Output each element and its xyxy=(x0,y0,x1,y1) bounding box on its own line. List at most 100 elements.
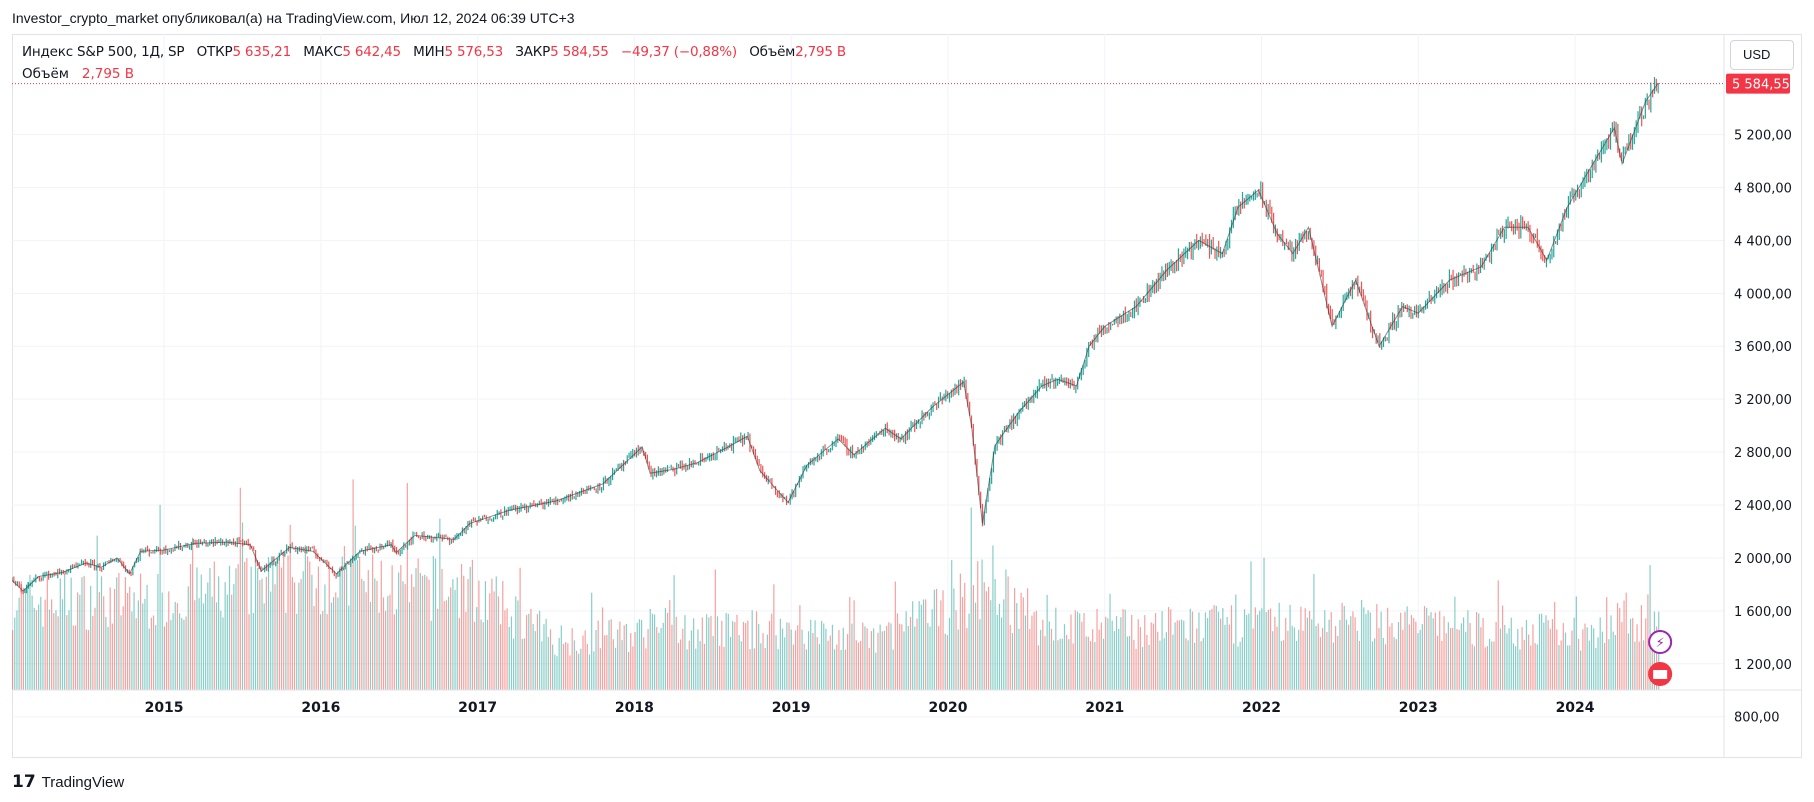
volume-bar xyxy=(1369,612,1371,690)
volume-bar xyxy=(1536,644,1538,690)
x-tick-label: 2021 xyxy=(1085,700,1124,716)
volume-bar xyxy=(1196,628,1198,690)
volume-bar xyxy=(840,649,842,690)
volume-bar xyxy=(1547,620,1549,690)
x-tick-label: 2020 xyxy=(928,700,967,716)
volume-bar xyxy=(38,604,40,690)
volume-bar xyxy=(1573,617,1575,690)
volume-bar xyxy=(601,607,604,690)
volume-bar xyxy=(1525,619,1528,690)
volume-legend[interactable]: Объём 2,795 B xyxy=(22,66,134,82)
volume-bar xyxy=(491,578,493,690)
volume-bar xyxy=(172,613,174,690)
volume-bar xyxy=(413,586,415,690)
currency-button[interactable]: USD xyxy=(1730,40,1794,70)
volume-bar xyxy=(298,582,300,690)
volume-bar xyxy=(1057,640,1059,690)
volume-bar xyxy=(1226,616,1228,690)
volume-bar xyxy=(315,588,317,690)
volume-bar xyxy=(1098,629,1100,690)
volume-bar xyxy=(1074,610,1076,690)
volume-bar xyxy=(935,588,938,690)
volume-bar xyxy=(857,642,860,690)
volume-bar xyxy=(807,631,810,690)
volume-bar xyxy=(1150,622,1152,690)
volume-bar xyxy=(489,593,491,690)
price-chart[interactable]: 5 584,55 800,00 1 200,00 1 600,00 2 000,00 2 … xyxy=(12,34,1802,758)
x-tick-label: 2017 xyxy=(458,700,497,716)
volume-bar xyxy=(799,605,801,690)
volume-bar xyxy=(1254,607,1256,690)
volume-bar xyxy=(302,571,304,690)
volume-bar xyxy=(27,581,29,690)
volume-bar xyxy=(1512,643,1515,690)
y-tick-label: 2 800,00 xyxy=(1734,446,1792,461)
volume-bar xyxy=(647,629,649,690)
volume-bar xyxy=(94,607,96,690)
volume-bar xyxy=(1393,637,1395,690)
volume-bar xyxy=(313,606,315,690)
volume-bar xyxy=(955,610,957,690)
volume-bar xyxy=(805,649,807,690)
volume-bar xyxy=(463,575,465,690)
volume-bar xyxy=(1551,619,1554,690)
volume-bar xyxy=(161,592,163,690)
volume-bar xyxy=(343,545,346,690)
volume-bar xyxy=(83,575,85,690)
volume-bar xyxy=(103,596,105,690)
volume-bar xyxy=(211,596,213,690)
volume-bar xyxy=(662,622,664,690)
volume-bar xyxy=(556,656,558,690)
volume-bar xyxy=(777,649,779,690)
volume-bar xyxy=(608,620,610,690)
volume-bar xyxy=(797,625,799,690)
dividend-event-icon[interactable] xyxy=(1648,630,1673,654)
volume-bar xyxy=(1549,628,1551,690)
volume-bar xyxy=(1376,604,1378,690)
volume-bar xyxy=(539,610,541,690)
volume-bar xyxy=(636,622,638,690)
volume-bar xyxy=(1070,614,1072,690)
volume-bar xyxy=(586,643,588,690)
volume-bar xyxy=(1189,608,1191,690)
volume-bar xyxy=(1410,615,1413,690)
legend-symbol[interactable]: Индекс S&P 500, 1Д, SP xyxy=(22,44,185,60)
volume-bar xyxy=(87,630,90,690)
volume-bar xyxy=(61,599,64,690)
volume-bar xyxy=(1486,646,1489,690)
volume-bar xyxy=(849,597,851,690)
volume-bar xyxy=(118,573,120,690)
volume-bar xyxy=(1430,612,1432,690)
volume-bar xyxy=(545,618,547,690)
volume-bar xyxy=(389,594,391,690)
volume-bar xyxy=(1172,634,1174,690)
volume-bar xyxy=(944,633,946,690)
volume-bar xyxy=(920,604,922,690)
volume-bar xyxy=(98,592,100,690)
volume-bar xyxy=(139,573,142,690)
volume-bar xyxy=(751,610,753,690)
volume-bar xyxy=(1094,642,1096,690)
volume-bar xyxy=(1538,614,1541,690)
volume-bar xyxy=(254,556,257,690)
volume-bar xyxy=(1454,596,1456,690)
legend-volume-value: 2,795 B xyxy=(795,44,846,60)
last-price-tag-label: 5 584,55 xyxy=(1732,78,1790,93)
volume-bar xyxy=(337,597,339,690)
volume-bar xyxy=(640,619,643,690)
volume-bar xyxy=(844,649,847,690)
volume-bar xyxy=(1541,613,1543,690)
volume-bar xyxy=(354,525,356,690)
volume-bar xyxy=(304,545,306,690)
volume-bar xyxy=(72,625,74,690)
volume-bar xyxy=(1204,612,1207,690)
volume-bar xyxy=(1087,636,1089,690)
volume-bar xyxy=(847,633,849,690)
volume-bar xyxy=(1276,626,1278,690)
volume-bar xyxy=(408,602,411,690)
volume-bar xyxy=(1133,639,1135,690)
volume-bar xyxy=(1645,618,1647,690)
volume-bar xyxy=(653,614,656,690)
volume-bar xyxy=(1395,639,1397,690)
volume-bar xyxy=(64,573,66,690)
